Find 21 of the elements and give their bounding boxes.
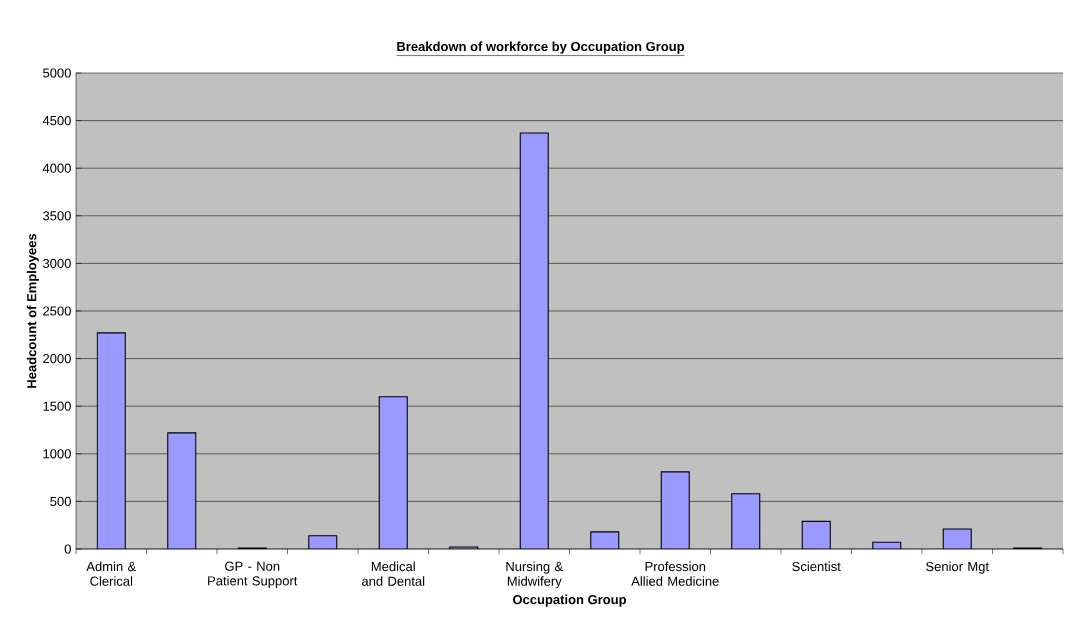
x-tick-label: Medical and Dental [362,561,425,586]
x-tick-label: Senior Mgt [926,561,989,574]
y-axis-title: Headcount of Employees [26,233,39,388]
x-tick-label: Profession Allied Medicine [631,561,719,586]
x-axis-title: Occupation Group [512,594,627,607]
y-tick-label: 5000 [43,68,71,78]
x-tick-label: Admin & Clerical [86,561,136,586]
y-tick-label: 3000 [42,258,71,268]
y-tick-label: 0 [64,544,71,554]
x-tick-label: Scientist [792,561,841,572]
y-tick-label: 4000 [42,163,71,173]
y-tick-label: 4500 [42,115,71,126]
x-tick-label: GP - Non Patient Support [208,561,298,589]
y-tick-label: 1000 [43,449,71,459]
y-tick-label: 2500 [43,306,71,316]
x-tick-label: Nursing & Midwifery [506,561,563,589]
y-tick-label: 500 [50,496,71,506]
y-tick-label: 2000 [43,353,71,364]
chart-title: Breakdown of workforce by Occupation Group [397,41,685,54]
y-tick-label: 1500 [43,401,71,411]
y-tick-label: 3500 [42,211,71,221]
